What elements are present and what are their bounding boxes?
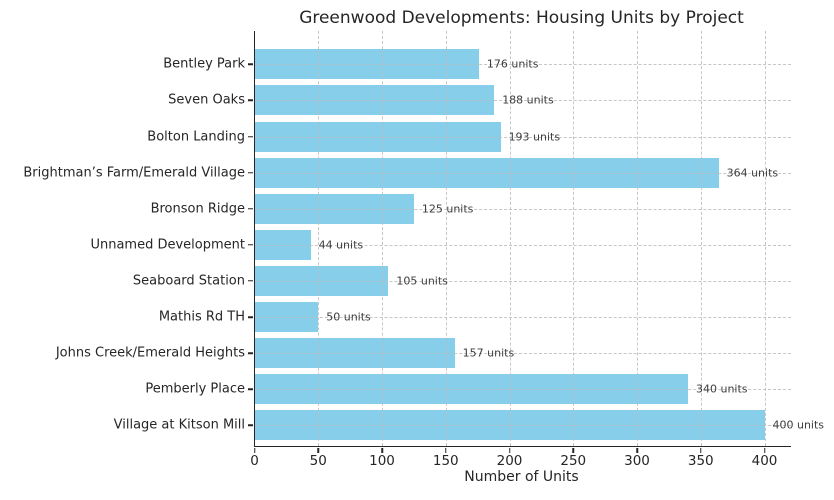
y-tick [248,171,253,174]
x-tick-label: 100 [369,453,395,469]
category-axis-labels: Bentley Park Seven Oaks Bolton Landing Brig… [0,31,245,446]
y-tick [248,244,253,246]
y-tick [248,207,253,210]
x-tick-label: 50 [309,453,327,469]
x-tick-label: 300 [624,453,650,469]
x-tick [253,447,256,453]
x-tick-label: 250 [560,453,587,469]
x-tick [700,447,702,453]
x-gridline [318,31,320,446]
value-label: 400 units [772,418,825,432]
x-tick [317,447,319,453]
category-label: Brightman’s Farm/Emerald Village [23,165,245,181]
plot-area: 176 units 188 units 193 units 364 units 125 … [248,31,824,469]
value-label: 44 units [318,238,364,252]
x-tick [445,447,447,453]
x-tick [381,447,383,453]
y-gridline [254,244,791,246]
y-tick [248,352,253,354]
x-gridline [700,31,702,446]
value-label: 157 units [462,346,515,360]
x-tick-label: 350 [687,453,714,469]
x-tick [763,447,766,453]
x-gridline [637,31,638,446]
y-tick [248,135,253,138]
y-gridline [254,425,791,427]
x-tick-label: 400 [751,453,778,469]
category-label: Bolton Landing [147,129,245,144]
value-label: 105 units [396,274,448,288]
category-label: Bronson Ridge [150,201,245,217]
value-label: 364 units [726,166,779,180]
x-gridline [382,31,383,446]
y-tick [248,424,253,427]
y-gridline [254,353,791,355]
x-gridline [764,31,766,446]
category-label: Pemberly Place [145,381,245,397]
y-tick [248,99,253,102]
x-gridline [445,31,447,446]
y-gridline [254,136,791,138]
x-tick [508,447,511,453]
y-gridline [254,208,791,210]
x-tick-label: 0 [250,453,259,469]
x-tick [636,447,638,453]
category-label: Mathis Rd TH [158,309,245,325]
value-label: 176 units [486,57,539,71]
category-label: Bentley Park [163,56,245,72]
y-gridline [254,172,791,174]
y-tick [248,280,253,282]
category-label: Unnamed Development [90,237,245,253]
x-tick-label: 200 [496,453,523,469]
value-label: 193 units [508,130,561,143]
chart-title: Greenwood Developments: Housing Units by… [299,8,744,28]
y-gridline [254,280,791,282]
category-label: Seaboard Station [132,273,245,289]
y-gridline [254,64,791,66]
x-gridline [509,31,511,446]
y-tick [248,388,253,390]
y-gridline [254,389,791,391]
y-gridline [254,317,791,318]
x-tick [572,447,574,453]
y-gridline [254,100,791,102]
y-tick [248,316,253,318]
y-tick [248,63,253,66]
category-label: Seven Oaks [168,92,245,108]
value-label: 50 units [326,310,371,324]
x-gridline [573,31,575,446]
category-label: Village at Kitson Mill [113,417,245,433]
x-axis-label: Number of Units [464,469,579,485]
value-label: 188 units [502,93,554,107]
x-tick-label: 150 [432,453,459,469]
category-label: Johns Creek/Emerald Heights [55,345,245,361]
value-label: 125 units [421,202,474,216]
value-label: 340 units [696,382,748,396]
